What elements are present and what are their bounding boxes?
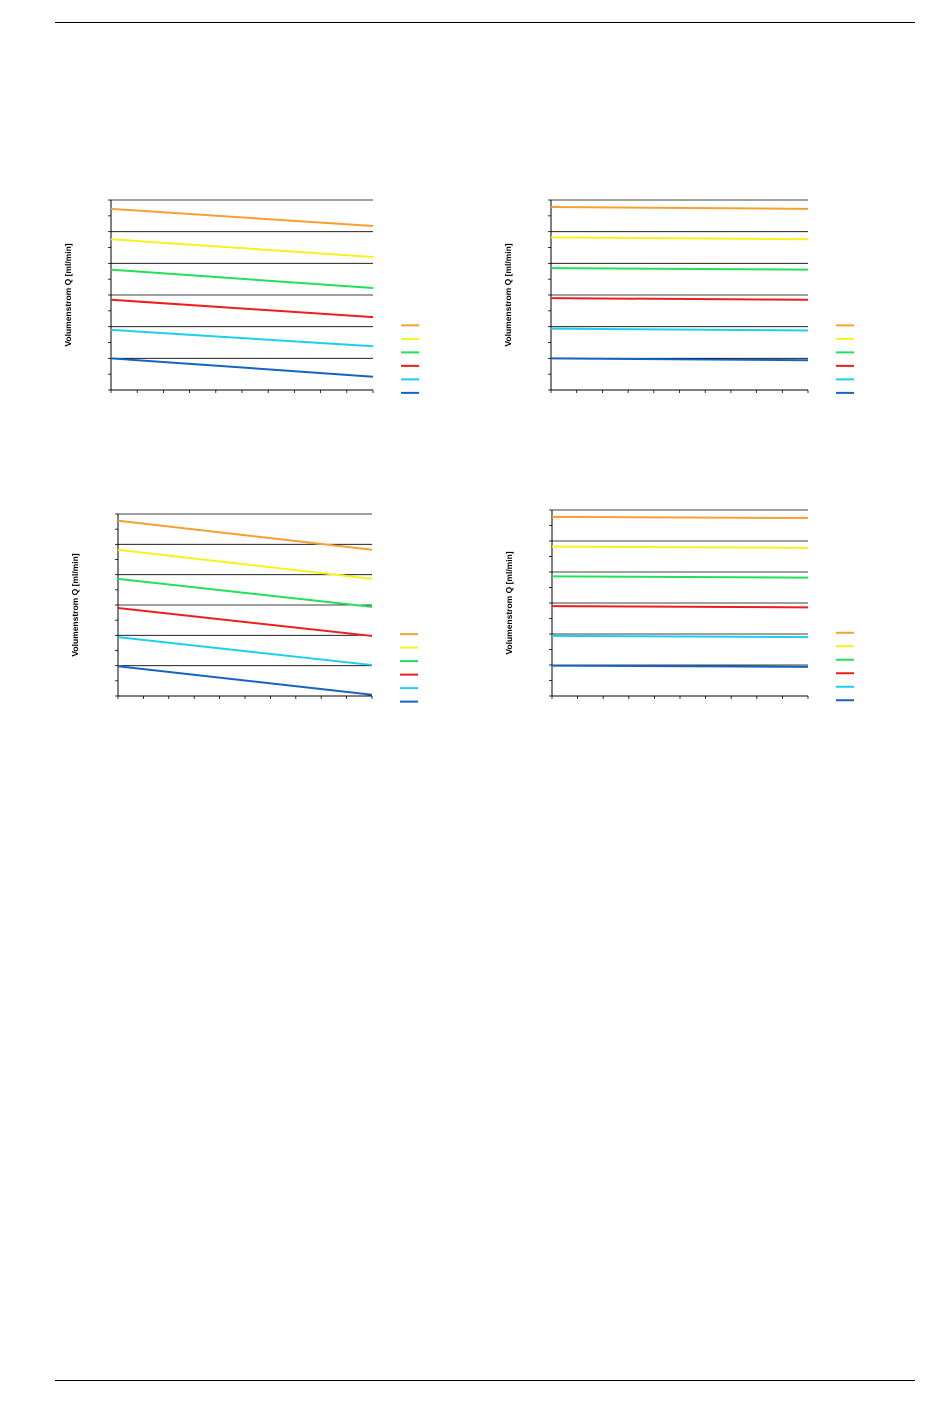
- y-axis-label: Volumenstrom Q [ml/min]: [503, 243, 513, 346]
- series-line-red: [110, 298, 374, 319]
- series-line-yellow: [110, 238, 374, 258]
- series-line-yellow: [117, 548, 373, 580]
- series-line-orange: [117, 519, 373, 551]
- series-line-cyan: [550, 327, 809, 332]
- y-axis-label: Volumenstrom Q [ml/min]: [504, 551, 514, 654]
- footer-rule: [55, 1380, 915, 1381]
- series-line-blue: [110, 357, 374, 378]
- series-line-cyan: [110, 328, 374, 348]
- series-line-cyan: [117, 636, 373, 667]
- series-line-red: [550, 297, 809, 301]
- series-line-orange: [110, 207, 374, 227]
- y-axis-label: Volumenstrom Q [ml/min]: [63, 243, 73, 346]
- series-line-red: [117, 607, 373, 637]
- series-line-green: [110, 268, 374, 290]
- chart-1: Volumenstrom Q [ml/min]: [50, 190, 450, 405]
- series-line-green: [550, 267, 809, 271]
- chart-2: Volumenstrom Q [ml/min]: [487, 190, 887, 405]
- series-line-yellow: [550, 236, 809, 241]
- series-line-red: [551, 605, 809, 609]
- header-rule: [55, 22, 915, 23]
- series-line-orange: [550, 205, 809, 210]
- series-line-yellow: [551, 545, 809, 549]
- chart-4: Volumenstrom Q [ml/min]: [487, 500, 887, 715]
- y-axis-label: Volumenstrom Q [ml/min]: [70, 553, 80, 656]
- series-line-green: [117, 577, 373, 608]
- chart-3: Volumenstrom Q [ml/min]: [50, 500, 450, 715]
- series-line-orange: [551, 515, 809, 520]
- series-line-blue: [550, 357, 809, 362]
- series-line-blue: [117, 665, 373, 696]
- series-line-green: [551, 575, 809, 579]
- series-line-blue: [551, 664, 809, 668]
- series-line-cyan: [551, 634, 809, 639]
